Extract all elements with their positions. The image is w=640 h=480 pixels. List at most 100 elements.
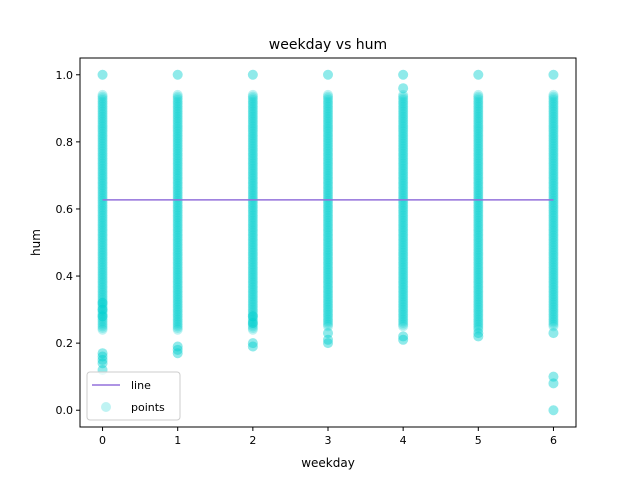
data-point <box>323 282 333 293</box>
data-point <box>172 276 183 287</box>
data-point <box>247 338 258 349</box>
data-point <box>172 208 183 219</box>
data-point <box>323 187 333 198</box>
data-point <box>473 69 484 80</box>
data-point <box>323 111 333 122</box>
data-point <box>247 69 258 80</box>
data-point <box>473 291 484 302</box>
data-point <box>172 143 183 154</box>
data-point <box>473 316 484 327</box>
data-point <box>323 266 333 277</box>
data-point <box>97 153 108 164</box>
data-point <box>172 259 183 270</box>
data-point <box>398 180 409 191</box>
data-point <box>172 323 183 334</box>
data-point <box>398 133 409 144</box>
data-point <box>172 277 183 288</box>
data-point <box>247 167 258 178</box>
data-point <box>398 266 409 277</box>
data-point <box>548 274 559 285</box>
data-point <box>473 292 484 303</box>
data-point <box>323 245 333 256</box>
data-point <box>97 277 108 288</box>
data-point <box>548 245 559 256</box>
data-point <box>548 104 559 115</box>
data-point <box>473 302 484 313</box>
data-point <box>473 130 484 141</box>
data-point <box>548 69 559 80</box>
data-point <box>172 177 183 188</box>
data-point <box>323 94 333 105</box>
data-point <box>398 239 409 250</box>
data-point <box>172 99 183 110</box>
data-point <box>473 306 484 317</box>
data-point <box>172 319 183 330</box>
data-point <box>323 271 333 282</box>
data-point <box>473 229 484 240</box>
data-point <box>247 145 258 156</box>
data-point <box>247 260 258 271</box>
data-point <box>398 240 409 251</box>
data-point <box>97 281 108 292</box>
data-point <box>548 252 559 263</box>
data-point <box>398 202 409 213</box>
data-point <box>247 247 258 258</box>
data-point <box>97 203 108 214</box>
data-point <box>247 210 258 221</box>
data-point <box>172 167 183 178</box>
data-point <box>172 296 183 307</box>
data-point <box>548 155 559 166</box>
data-point <box>247 318 258 329</box>
data-point <box>473 230 484 241</box>
data-point <box>97 135 108 146</box>
data-point <box>473 314 484 325</box>
data-point <box>97 244 108 255</box>
data-point <box>398 225 409 236</box>
data-point <box>548 187 559 198</box>
data-point <box>97 319 108 330</box>
data-point <box>548 230 559 241</box>
data-point <box>323 291 333 302</box>
data-point <box>97 178 108 189</box>
data-point <box>548 217 559 228</box>
data-point <box>247 237 258 248</box>
data-point <box>323 91 333 102</box>
data-point <box>548 237 559 248</box>
data-point <box>398 264 409 275</box>
data-point <box>247 173 258 184</box>
data-point <box>548 277 559 288</box>
data-point <box>398 151 409 162</box>
data-point <box>473 312 484 323</box>
data-point <box>548 123 559 134</box>
data-point <box>548 168 559 179</box>
data-point <box>473 99 484 110</box>
data-point <box>398 212 409 223</box>
data-point <box>548 103 559 114</box>
data-point <box>473 214 484 225</box>
data-point <box>473 155 484 166</box>
data-point <box>97 235 108 246</box>
data-point <box>97 217 108 228</box>
data-point <box>398 175 409 186</box>
data-point <box>323 183 333 194</box>
data-point <box>548 239 559 250</box>
data-point <box>398 138 409 149</box>
data-point <box>548 281 559 292</box>
data-point <box>172 182 183 193</box>
data-point <box>247 165 258 176</box>
data-point <box>97 274 108 285</box>
data-point <box>548 294 559 305</box>
data-point <box>548 160 559 171</box>
data-point <box>172 272 183 283</box>
data-point <box>97 120 108 131</box>
data-point <box>398 232 409 243</box>
data-point <box>97 289 108 300</box>
data-point <box>247 240 258 251</box>
data-point <box>398 227 409 238</box>
data-point <box>548 151 559 162</box>
data-point <box>247 277 258 288</box>
data-point <box>398 302 409 313</box>
data-point <box>172 210 183 221</box>
data-point <box>247 120 258 131</box>
data-point <box>548 128 559 139</box>
